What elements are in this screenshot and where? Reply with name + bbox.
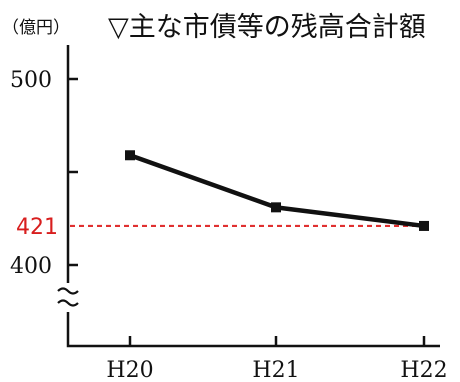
- chart-title: ▽主な市債等の残高合計額: [108, 12, 426, 43]
- y-axis-lower: [66, 312, 440, 348]
- x-tick-label: H20: [106, 358, 153, 382]
- x-tick-label: H21: [252, 358, 299, 382]
- reference-group: 421: [16, 215, 428, 240]
- series-group: [125, 150, 429, 231]
- unit-label: （億円）: [2, 18, 70, 38]
- series-line: [129, 153, 425, 229]
- axis-break-mark: [57, 287, 79, 307]
- y-tick-label: 400: [10, 254, 52, 279]
- reference-label: 421: [16, 215, 58, 240]
- x-ticks: H20 H21 H22: [106, 336, 448, 382]
- data-point: [419, 220, 429, 231]
- data-point: [271, 202, 281, 213]
- y-ticks: 500 400: [10, 68, 78, 279]
- data-point: [125, 150, 135, 161]
- y-tick-label: 500: [10, 68, 52, 93]
- x-tick-label: H22: [400, 358, 447, 382]
